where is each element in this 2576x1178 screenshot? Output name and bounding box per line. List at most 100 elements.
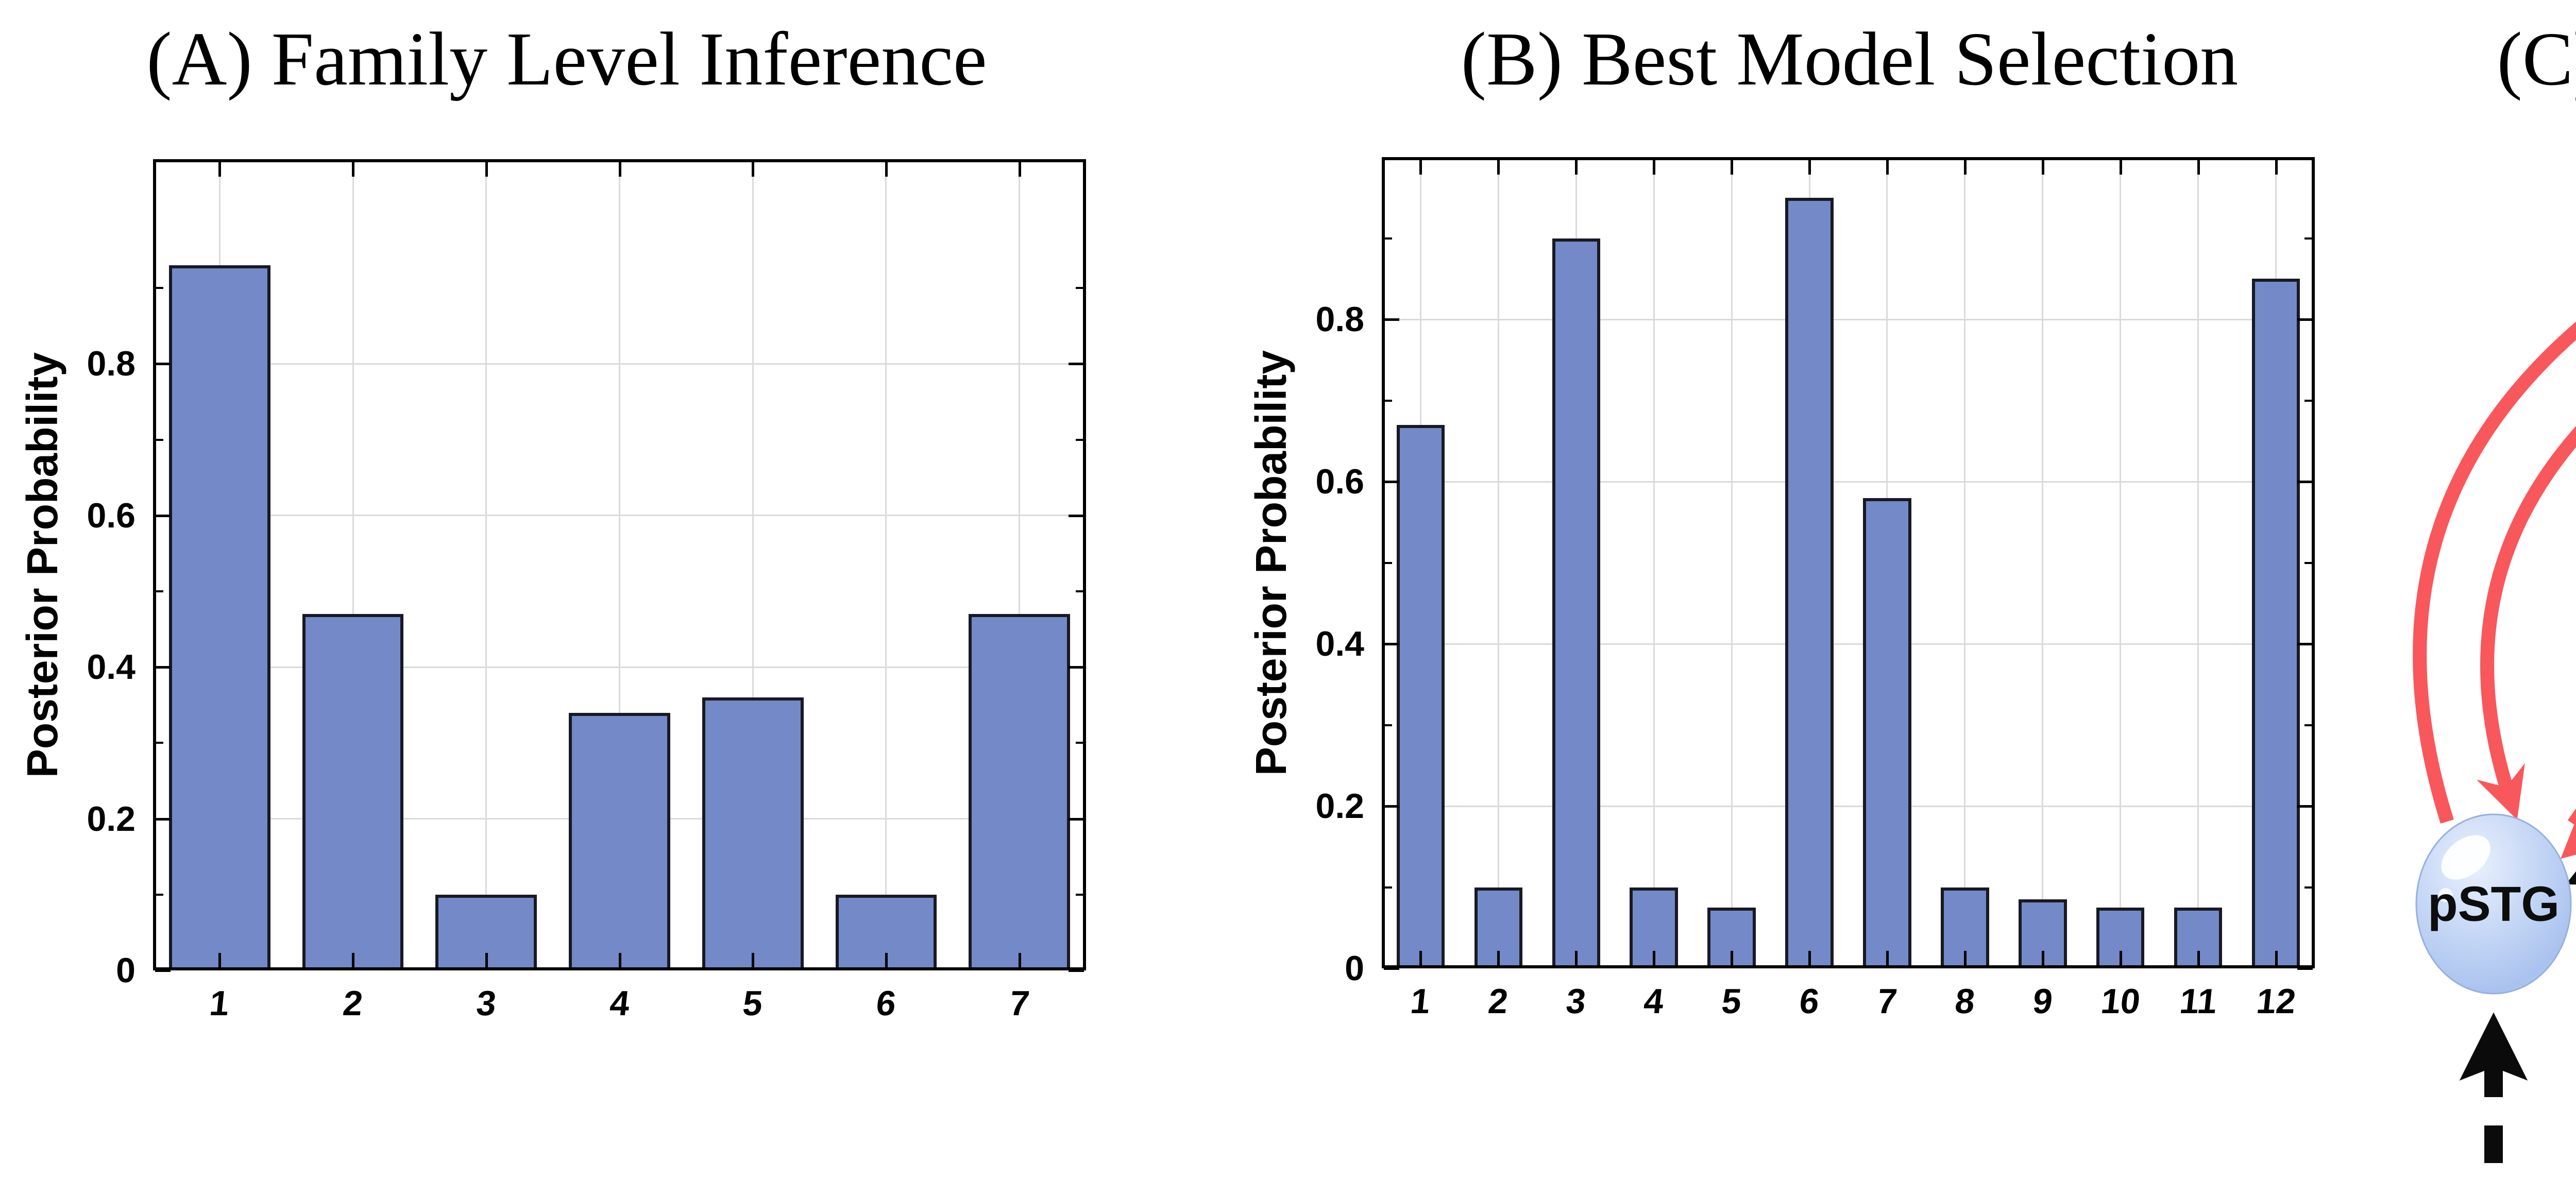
y-minor-tick bbox=[2304, 561, 2313, 564]
y-major-tick bbox=[155, 817, 171, 821]
x-tick-label: 5 bbox=[741, 984, 765, 1023]
bar bbox=[2096, 907, 2145, 968]
h-gridline bbox=[1382, 805, 2315, 807]
y-major-tick bbox=[1069, 666, 1084, 669]
plot-box bbox=[1382, 157, 2315, 968]
y-major-tick bbox=[1384, 967, 1399, 970]
panel-b-title: (B) Best Model Selection bbox=[1461, 17, 2239, 101]
x-major-tick bbox=[218, 953, 222, 968]
bar bbox=[702, 697, 804, 970]
x-major-tick bbox=[1963, 951, 1967, 966]
x-major-tick bbox=[885, 953, 888, 968]
y-major-tick bbox=[1384, 805, 1399, 808]
h-gridline bbox=[1382, 481, 2315, 483]
x-major-tick bbox=[1731, 159, 1734, 175]
h-gridline bbox=[153, 363, 1086, 365]
x-tick-label: 11 bbox=[2177, 982, 2219, 1021]
y-major-tick bbox=[2297, 967, 2313, 970]
x-major-tick bbox=[1497, 951, 1500, 966]
y-minor-tick bbox=[1384, 237, 1392, 240]
y-minor-tick bbox=[1076, 438, 1084, 441]
x-tick-label: 2 bbox=[341, 984, 365, 1023]
bar bbox=[2251, 279, 2300, 968]
x-tick-label: 7 bbox=[1875, 982, 1899, 1021]
bar bbox=[1396, 424, 1445, 968]
x-major-tick bbox=[2041, 951, 2044, 966]
x-tick-label: 6 bbox=[874, 984, 898, 1023]
y-major-tick bbox=[1069, 969, 1084, 972]
y-minor-tick bbox=[2304, 237, 2313, 240]
y-minor-tick bbox=[2304, 886, 2313, 889]
panel-a-ylabel: Posterior Probability bbox=[18, 352, 66, 778]
x-tick-label: 6 bbox=[1798, 982, 1821, 1021]
x-major-tick bbox=[2041, 159, 2044, 175]
x-major-tick bbox=[752, 161, 755, 177]
x-tick-label: 8 bbox=[1953, 982, 1977, 1021]
y-minor-tick bbox=[155, 287, 163, 289]
node-label-pstg: pSTG bbox=[2428, 877, 2560, 932]
node-pstg: pSTG bbox=[2415, 813, 2572, 995]
x-major-tick bbox=[352, 953, 355, 968]
x-major-tick bbox=[2119, 159, 2122, 175]
y-major-tick bbox=[1384, 481, 1399, 483]
y-minor-tick bbox=[155, 742, 163, 744]
bar bbox=[169, 265, 270, 970]
y-major-tick bbox=[1384, 643, 1399, 645]
y-tick-label: 0.4 bbox=[87, 647, 135, 687]
x-tick-label: 1 bbox=[1409, 982, 1433, 1021]
y-minor-tick bbox=[2304, 724, 2313, 726]
v-gridline bbox=[885, 159, 887, 970]
y-tick-label: 0.6 bbox=[1315, 462, 1364, 501]
x-tick-label: 4 bbox=[607, 984, 632, 1023]
bar bbox=[1630, 887, 1678, 968]
y-minor-tick bbox=[1076, 893, 1084, 896]
x-tick-label: 4 bbox=[1642, 982, 1666, 1021]
bar bbox=[969, 614, 1070, 970]
x-tick-label: 3 bbox=[1564, 982, 1588, 1021]
winning-model-diagram: PMvIPLpSTGLOC bbox=[2413, 321, 2576, 1163]
panel-c-title: (C) Winning Model bbox=[2497, 17, 2576, 101]
y-minor-tick bbox=[155, 590, 163, 593]
v-gridline bbox=[2197, 157, 2199, 968]
x-tick-label: 7 bbox=[1007, 984, 1031, 1023]
x-major-tick bbox=[1018, 953, 1021, 968]
edge-PMv-to-pSTG bbox=[2476, 426, 2576, 820]
x-major-tick bbox=[618, 953, 621, 968]
x-major-tick bbox=[2275, 951, 2278, 966]
y-tick-label: 0.2 bbox=[87, 799, 135, 839]
x-major-tick bbox=[2275, 159, 2278, 175]
y-major-tick bbox=[155, 666, 171, 669]
x-tick-label: 10 bbox=[2098, 982, 2142, 1021]
x-major-tick bbox=[1963, 159, 1967, 175]
v-gridline bbox=[752, 159, 754, 970]
x-major-tick bbox=[1575, 159, 1578, 175]
plot-box bbox=[153, 159, 1086, 970]
y-minor-tick bbox=[1076, 287, 1084, 289]
y-major-tick bbox=[155, 363, 171, 366]
v-gridline bbox=[2120, 157, 2122, 968]
x-major-tick bbox=[1419, 951, 1422, 966]
x-major-tick bbox=[218, 161, 222, 177]
v-gridline bbox=[1497, 157, 1499, 968]
y-major-tick bbox=[155, 514, 171, 517]
y-major-tick bbox=[155, 969, 171, 972]
h-gridline bbox=[1382, 318, 2315, 320]
x-major-tick bbox=[1497, 159, 1500, 175]
y-minor-tick bbox=[1384, 886, 1392, 889]
x-major-tick bbox=[1886, 951, 1889, 966]
x-major-tick bbox=[2197, 159, 2200, 175]
v-gridline bbox=[1964, 157, 1966, 968]
h-gridline bbox=[153, 666, 1086, 668]
x-major-tick bbox=[618, 161, 621, 177]
bar bbox=[1863, 498, 1911, 968]
y-minor-tick bbox=[1076, 590, 1084, 593]
x-tick-label: 9 bbox=[2030, 982, 2055, 1021]
y-minor-tick bbox=[1076, 742, 1084, 744]
panel-a-title: (A) Family Level Inference bbox=[146, 17, 987, 101]
y-major-tick bbox=[2297, 805, 2313, 808]
y-minor-tick bbox=[1384, 724, 1392, 726]
v-gridline bbox=[485, 159, 487, 970]
v-gridline bbox=[619, 159, 620, 970]
v-gridline bbox=[1731, 157, 1733, 968]
